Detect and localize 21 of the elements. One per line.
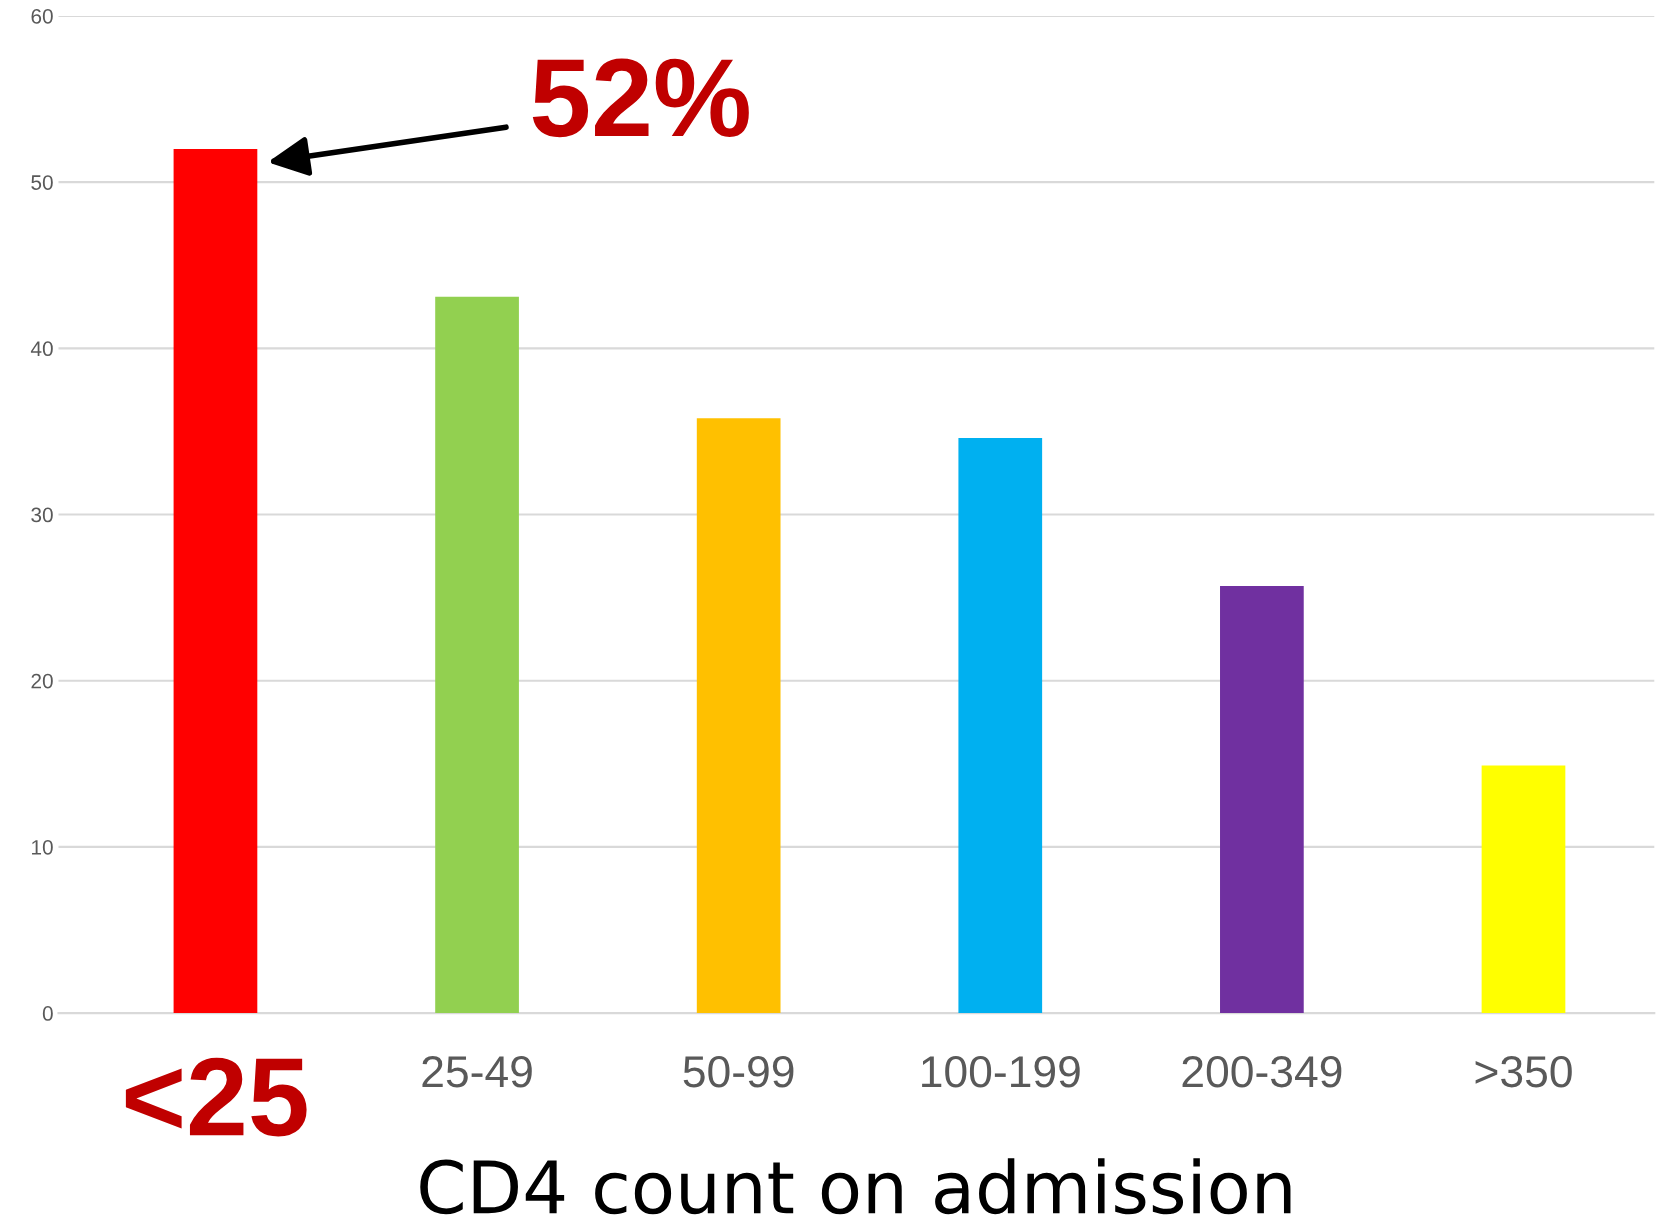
x-tick-label: 50-99 [683,1055,794,1088]
y-tick-label: 20 [31,673,53,689]
x-tick-label: 100-199 [922,1055,1080,1088]
y-tick-label: 10 [32,839,53,855]
x-tick-label: 200-349 [1182,1055,1342,1088]
y-tick-label: 30 [31,507,53,523]
x-tick-label: >350 [1475,1055,1572,1088]
x-axis-title: CD4 count on admission [420,1158,1291,1215]
bar [1220,585,1304,1014]
bar [696,418,781,1014]
annotation: 52% [532,58,749,138]
y-tick-label: 0 [42,1006,53,1021]
x-tick-label: <25 [125,1057,307,1137]
y-tick-label: 50 [31,175,53,190]
x-tick-label: 25-49 [422,1055,532,1088]
bar [435,296,519,1014]
y-tick-label: 40 [30,341,53,357]
bar [958,438,1043,1014]
y-tick-label: 60 [31,8,53,24]
bar [173,148,258,1014]
bar [1481,765,1566,1014]
